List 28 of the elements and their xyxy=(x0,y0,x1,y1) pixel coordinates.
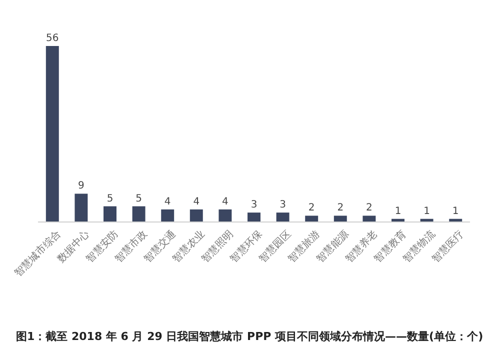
bar xyxy=(46,46,59,222)
bar xyxy=(104,206,116,222)
data-label: 2 xyxy=(337,202,344,214)
data-label: 2 xyxy=(308,202,315,214)
data-label: 56 xyxy=(46,33,59,44)
bar xyxy=(190,209,203,222)
data-label: 9 xyxy=(78,180,84,192)
data-label: 4 xyxy=(164,196,171,208)
data-label: 5 xyxy=(136,193,142,204)
data-label: 4 xyxy=(222,196,228,208)
bar xyxy=(218,209,232,222)
bar xyxy=(132,206,146,222)
data-label: 1 xyxy=(394,206,402,217)
data-label: 1 xyxy=(452,206,459,217)
bar xyxy=(305,216,318,222)
data-label: 1 xyxy=(424,206,430,217)
caption: 图1：截至 2018 年 6 月 29 日我国智慧城市 PPP 项目不同领域分布情况——数量(单位：个) xyxy=(16,330,484,343)
data-label: 3 xyxy=(250,200,258,211)
bar xyxy=(161,209,174,222)
data-label: 4 xyxy=(193,196,200,208)
bar xyxy=(74,194,88,222)
bar xyxy=(248,212,260,222)
bar xyxy=(334,216,347,222)
data-label: 5 xyxy=(106,193,114,204)
bar xyxy=(362,216,376,222)
data-label: 3 xyxy=(280,200,286,211)
bar xyxy=(276,212,290,222)
data-label: 2 xyxy=(366,202,372,214)
